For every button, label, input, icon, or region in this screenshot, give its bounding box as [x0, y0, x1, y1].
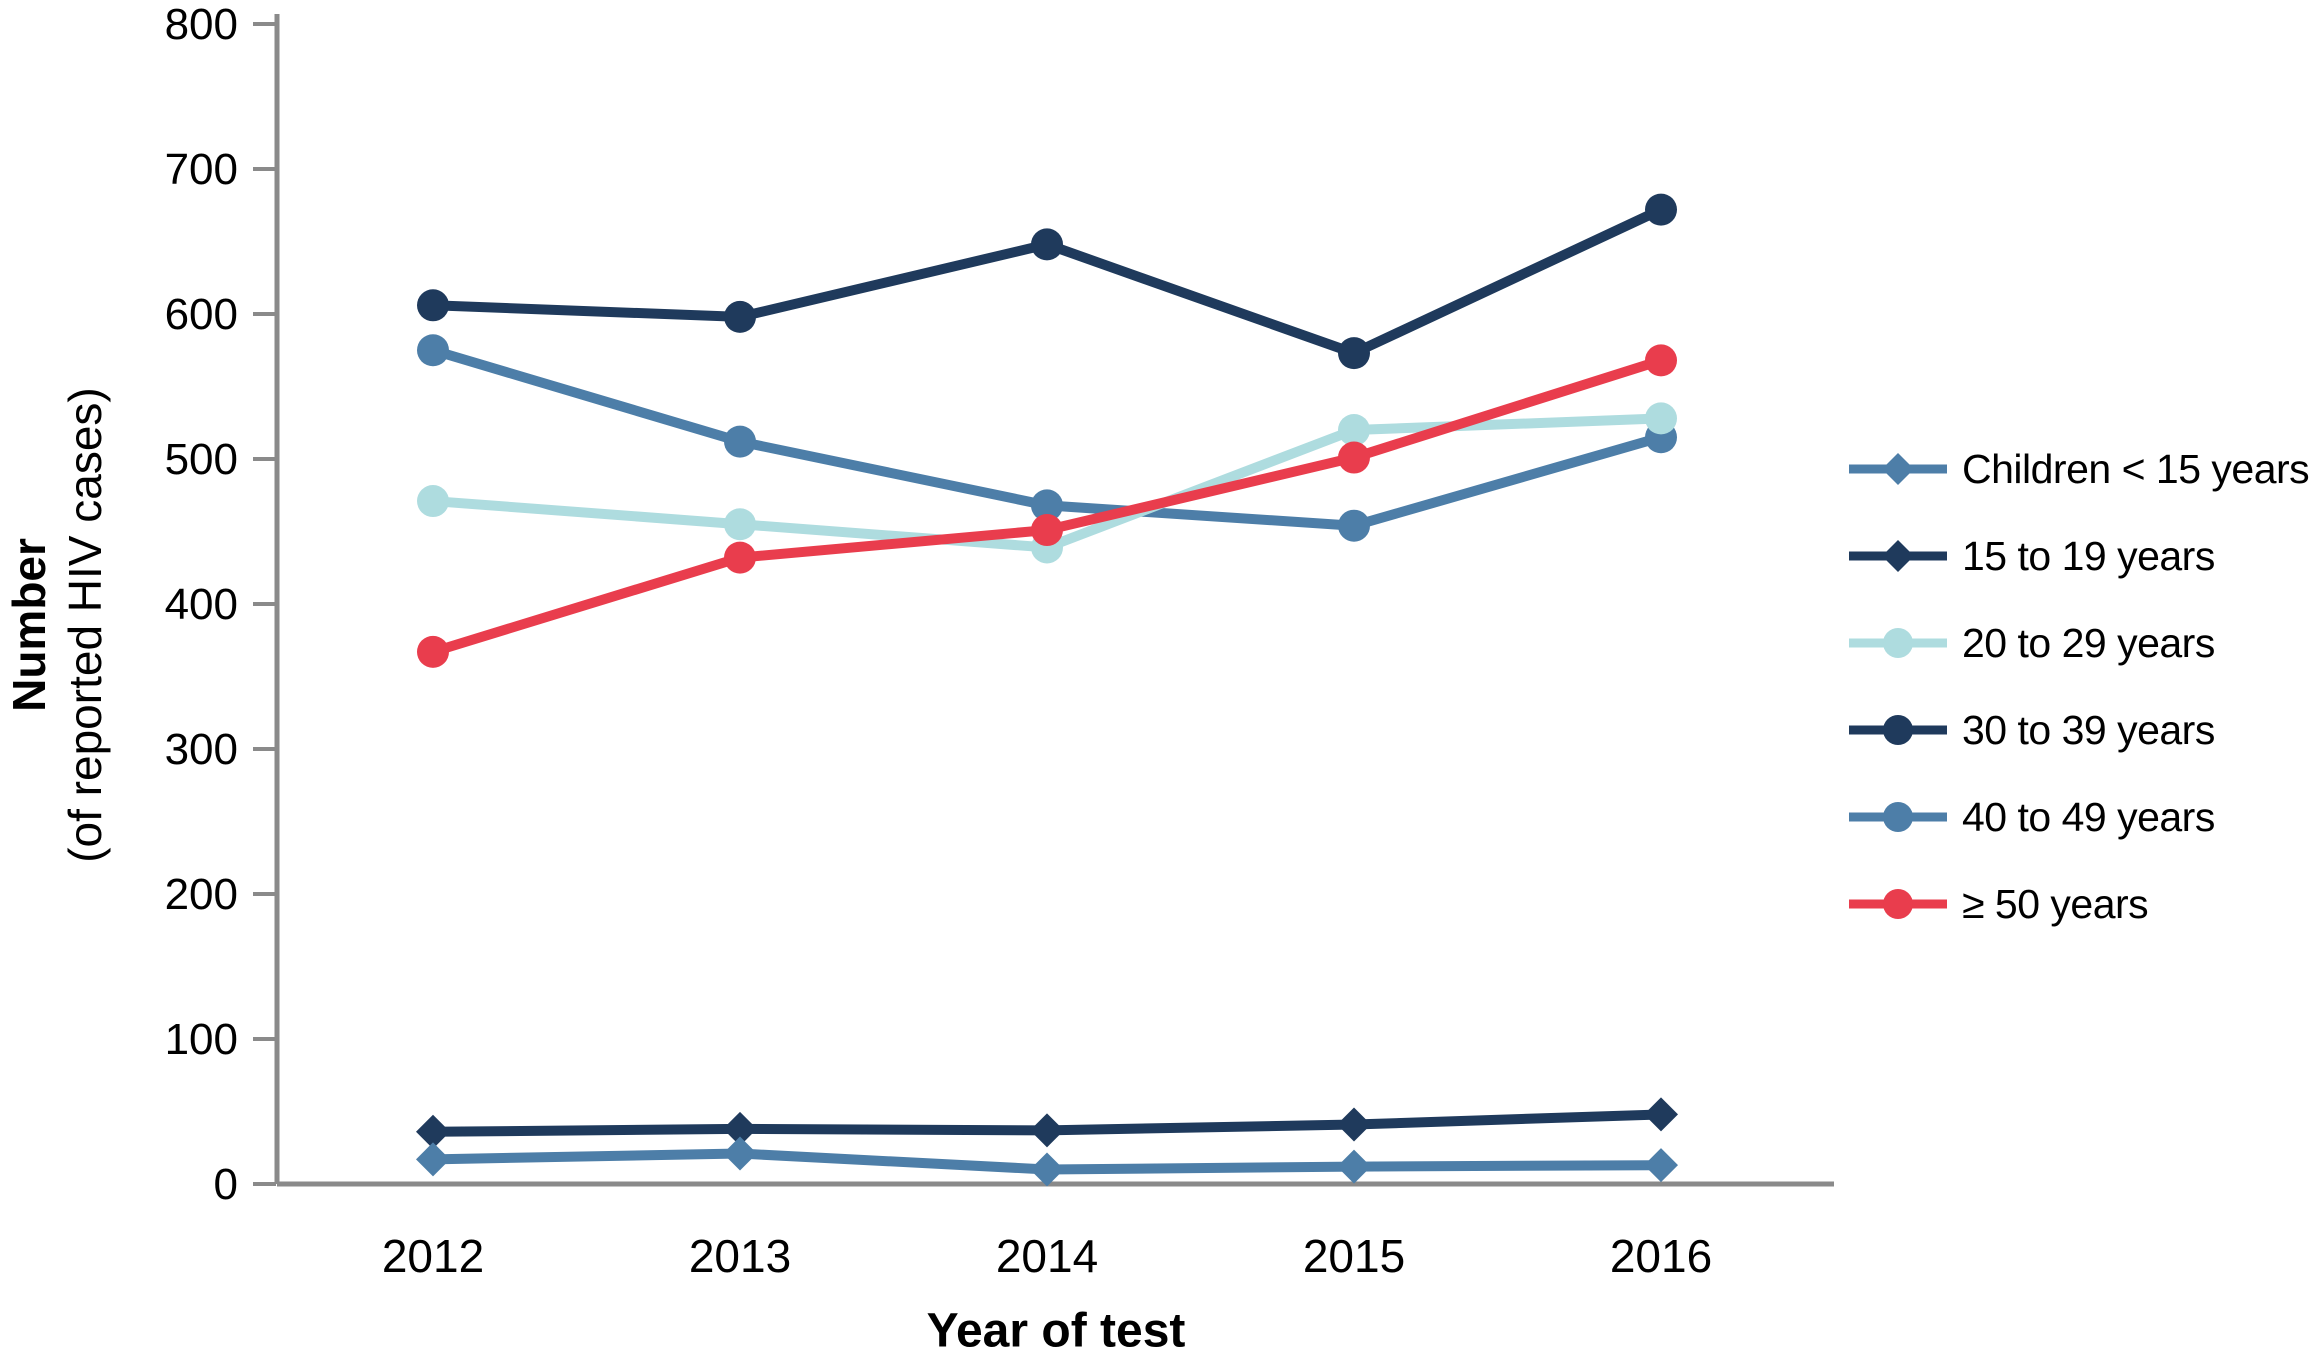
y-tick-label: 700: [165, 145, 238, 194]
data-point: [1030, 1152, 1064, 1187]
legend-marker: [1849, 540, 1947, 572]
data-point: [1337, 1149, 1371, 1184]
y-tick-label: 0: [214, 1160, 238, 1209]
x-tick-label: 2014: [996, 1230, 1098, 1282]
series-5: [417, 344, 1677, 668]
legend: Children < 15 years 15 to 19 years 20 to 2…: [1848, 0, 2318, 1362]
data-point: [417, 485, 449, 518]
x-tick-label: 2016: [1610, 1230, 1712, 1282]
data-point: [724, 425, 756, 458]
legend-marker: [1849, 628, 1947, 658]
legend-diamond-icon: [1882, 453, 1914, 485]
data-point: [724, 300, 756, 333]
data-point: [724, 541, 756, 574]
data-point: [416, 1142, 450, 1177]
series-0: [416, 1136, 1678, 1187]
legend-diamond-icon: [1882, 540, 1914, 572]
legend-marker: [1849, 802, 1947, 832]
legend-item: Children < 15 years: [1848, 445, 2310, 492]
legend-circle-icon: [1883, 889, 1913, 919]
legend-circle-icon: [1883, 715, 1913, 745]
x-axis-title: Year of test: [926, 1304, 1186, 1358]
legend-item: 15 to 19 years: [1848, 532, 2215, 579]
legend-label: ≥ 50 years: [1962, 880, 2149, 927]
legend-label: Children < 15 years: [1962, 445, 2310, 492]
y-axis-title: Number (of reported HIV cases): [1, 387, 113, 863]
legend-label: 20 to 29 years: [1962, 619, 2215, 666]
data-point: [1031, 228, 1063, 261]
data-point: [1644, 1097, 1678, 1132]
y-tick-label: 200: [165, 870, 238, 919]
y-tick-label: 100: [165, 1015, 238, 1064]
legend-marker: [1849, 453, 1947, 485]
legend-circle-icon: [1883, 802, 1913, 832]
legend-circle-icon: [1883, 628, 1913, 658]
data-point: [1338, 414, 1370, 446]
data-point: [1337, 1107, 1371, 1142]
y-tick-label: 400: [165, 580, 238, 629]
data-point: [417, 289, 449, 322]
x-tick-label: 2012: [382, 1230, 484, 1282]
series-3: [417, 193, 1677, 370]
data-point: [417, 635, 449, 668]
data-point: [724, 508, 756, 541]
data-point: [1645, 193, 1677, 226]
legend-marker: [1849, 889, 1947, 919]
legend-marker: [1849, 715, 1947, 745]
data-point: [1338, 509, 1370, 542]
legend-item: 40 to 49 years: [1848, 793, 2215, 840]
x-tick-label: 2015: [1303, 1230, 1405, 1282]
data-point: [1645, 402, 1677, 435]
data-point: [723, 1136, 757, 1171]
y-axis-title-line1: Number: [2, 538, 55, 712]
data-point: [1031, 489, 1063, 522]
y-axis-title-line2: (of reported HIV cases): [59, 387, 111, 863]
data-point: [1338, 337, 1370, 370]
data-point: [1338, 441, 1370, 474]
data-point: [1030, 1113, 1064, 1148]
y-tick-label: 800: [165, 0, 238, 49]
data-point: [1031, 514, 1063, 547]
data-point: [1644, 1148, 1678, 1183]
y-tick-label: 300: [165, 725, 238, 774]
y-tick-label: 600: [165, 290, 238, 339]
x-tick-label: 2013: [689, 1230, 791, 1282]
data-point: [723, 1111, 757, 1146]
data-point: [1645, 344, 1677, 377]
legend-item: 30 to 39 years: [1848, 706, 2215, 753]
legend-label: 40 to 49 years: [1962, 793, 2215, 840]
data-point: [416, 1114, 450, 1149]
legend-label: 15 to 19 years: [1962, 532, 2215, 579]
legend-label: 30 to 39 years: [1962, 706, 2215, 753]
legend-item: 20 to 29 years: [1848, 619, 2215, 666]
y-tick-label: 500: [165, 435, 238, 484]
series-1: [416, 1097, 1678, 1149]
data-point: [417, 334, 449, 367]
legend-item: ≥ 50 years: [1848, 880, 2149, 927]
